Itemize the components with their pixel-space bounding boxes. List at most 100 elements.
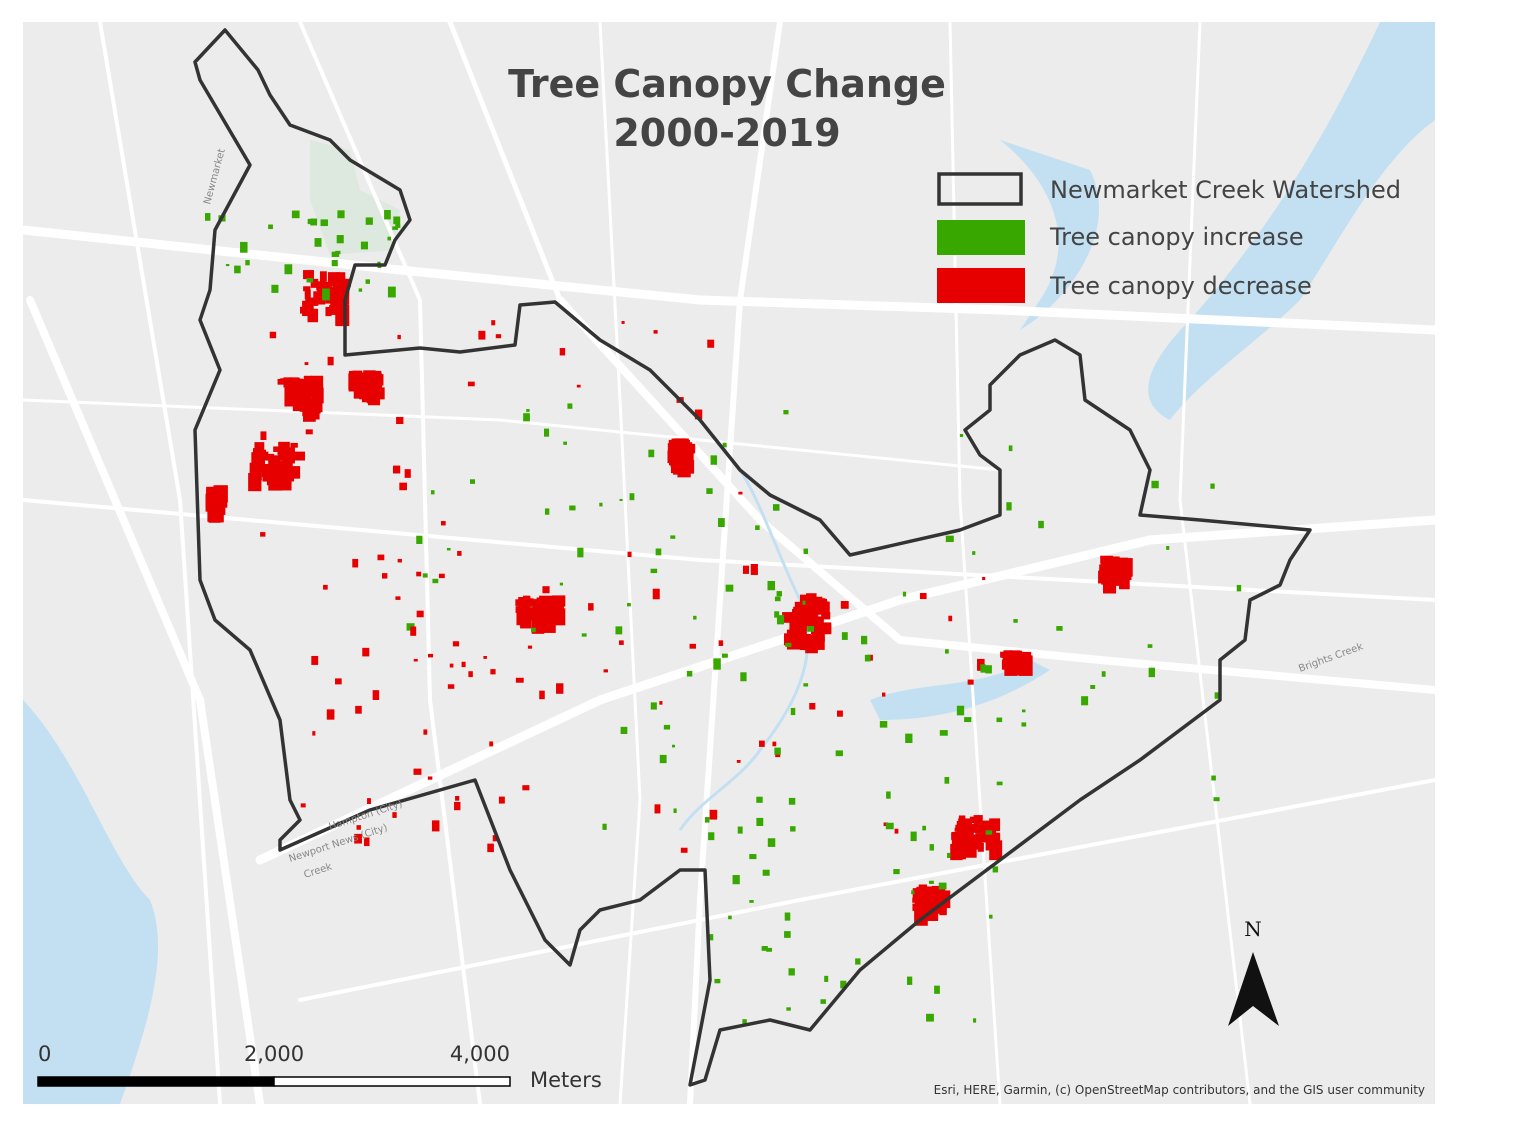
canopy-increase <box>820 999 826 1004</box>
canopy-decrease <box>552 595 566 607</box>
canopy-increase <box>893 869 900 875</box>
canopy-increase <box>713 658 721 670</box>
canopy-decrease <box>804 605 818 627</box>
canopy-decrease <box>303 270 314 280</box>
canopy-decrease <box>515 599 522 606</box>
canopy-decrease <box>359 372 367 377</box>
canopy-decrease <box>782 612 795 623</box>
canopy-decrease <box>392 812 397 818</box>
canopy-decrease <box>982 576 986 581</box>
canopy-increase <box>392 226 399 230</box>
canopy-increase <box>841 632 848 640</box>
canopy-increase <box>756 796 763 803</box>
canopy-decrease <box>308 399 318 411</box>
canopy-decrease <box>268 473 283 491</box>
canopy-increase <box>945 535 954 543</box>
canopy-increase <box>1166 546 1170 550</box>
canopy-increase <box>430 490 435 495</box>
canopy-increase <box>879 721 888 728</box>
canopy-increase <box>1147 644 1153 648</box>
canopy-increase <box>314 238 322 247</box>
canopy-decrease <box>799 594 810 605</box>
canopy-decrease <box>792 609 803 621</box>
canopy-decrease <box>212 490 222 500</box>
canopy-increase <box>563 441 568 445</box>
canopy-increase <box>772 504 780 511</box>
scale-label: 2,000 <box>244 1042 304 1066</box>
canopy-decrease <box>399 482 407 491</box>
canopy-increase <box>337 210 345 219</box>
canopy-decrease <box>522 605 526 608</box>
canopy-decrease <box>348 374 357 380</box>
canopy-decrease <box>809 703 816 710</box>
canopy-increase <box>1013 619 1018 623</box>
canopy-decrease <box>260 532 266 537</box>
canopy-increase <box>774 596 781 602</box>
canopy-decrease <box>959 834 967 840</box>
canopy-decrease <box>588 603 594 611</box>
canopy-increase <box>599 502 603 507</box>
canopy-decrease <box>559 348 566 356</box>
canopy-decrease <box>208 488 215 494</box>
canopy-increase <box>335 250 341 255</box>
canopy-decrease <box>281 452 293 468</box>
canopy-increase <box>886 791 891 799</box>
canopy-decrease <box>303 375 313 386</box>
canopy-increase <box>1151 480 1159 489</box>
canopy-increase <box>648 449 655 458</box>
canopy-increase <box>762 869 770 876</box>
canopy-decrease <box>750 563 758 575</box>
canopy-increase <box>749 854 757 860</box>
canopy-decrease <box>840 601 849 609</box>
canopy-increase <box>714 978 721 984</box>
canopy-decrease <box>478 330 486 340</box>
canopy-increase <box>531 627 536 633</box>
canopy-decrease <box>316 281 326 291</box>
canopy-decrease <box>815 630 820 636</box>
canopy-decrease <box>958 815 966 822</box>
canopy-increase <box>268 224 273 230</box>
canopy-increase <box>774 747 781 755</box>
canopy-decrease <box>454 801 461 811</box>
canopy-decrease <box>541 607 552 621</box>
canopy-decrease <box>275 462 286 469</box>
canopy-decrease <box>327 272 340 285</box>
canopy-increase <box>722 442 727 448</box>
canopy-decrease <box>742 565 750 574</box>
canopy-decrease <box>536 597 548 607</box>
canopy-increase <box>577 547 584 558</box>
canopy-decrease <box>952 838 960 845</box>
canopy-decrease <box>495 334 502 339</box>
canopy-decrease <box>331 305 339 315</box>
canopy-increase <box>615 626 623 635</box>
canopy-decrease <box>308 378 317 392</box>
canopy-decrease <box>959 822 969 835</box>
canopy-increase <box>725 584 734 592</box>
canopy-decrease <box>323 284 333 293</box>
canopy-decrease <box>522 785 530 791</box>
canopy-decrease <box>248 473 262 492</box>
canopy-decrease <box>603 669 608 673</box>
canopy-decrease <box>304 362 309 366</box>
canopy-decrease <box>312 731 316 736</box>
canopy-increase <box>1038 520 1044 529</box>
canopy-increase <box>331 251 340 257</box>
canopy-decrease <box>799 626 807 637</box>
canopy-decrease <box>576 384 581 388</box>
canopy-increase <box>1214 692 1221 699</box>
canopy-decrease <box>280 477 292 491</box>
canopy-decrease <box>254 442 265 452</box>
canopy-decrease <box>794 601 806 614</box>
canopy-decrease <box>530 607 544 620</box>
canopy-increase <box>446 547 451 551</box>
canopy-decrease <box>1121 562 1133 570</box>
canopy-increase <box>310 218 318 226</box>
canopy-increase <box>885 822 894 830</box>
canopy-increase <box>307 218 314 225</box>
canopy-decrease <box>319 271 327 282</box>
canopy-increase <box>204 213 211 221</box>
canopy-increase <box>985 830 993 835</box>
canopy-decrease <box>1098 570 1111 584</box>
canopy-increase <box>706 488 713 494</box>
